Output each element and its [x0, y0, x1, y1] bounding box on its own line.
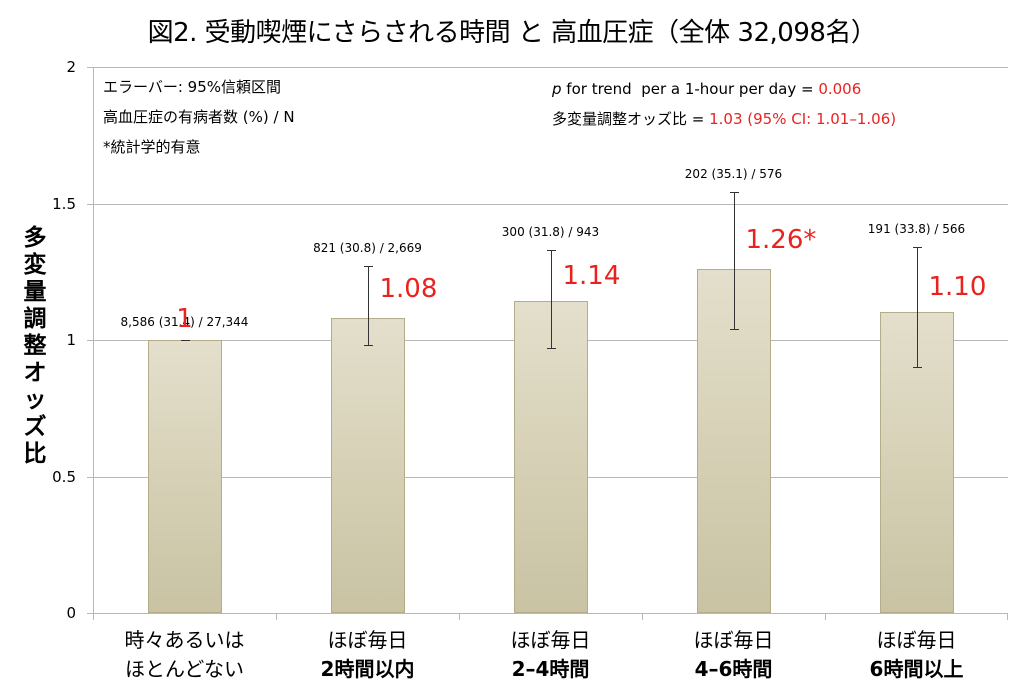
y-axis-label-char: 比	[23, 441, 47, 467]
legend-significance-note: *統計学的有意	[103, 138, 201, 156]
trend-value: 0.006	[818, 80, 862, 98]
error-bar-cap	[912, 367, 922, 369]
x-axis-line	[93, 613, 1008, 614]
x-tick-mark	[459, 613, 460, 620]
error-bar-cap	[363, 345, 373, 347]
legend-n-note: 高血圧症の有病者数 (%) / N	[103, 108, 295, 126]
x-tick-mark	[1007, 613, 1008, 620]
x-category-line1: ほぼ毎日	[510, 628, 591, 652]
x-tick-mark	[276, 613, 277, 620]
trend-line: p for trend per a 1-hour per day = 0.006	[552, 74, 896, 104]
odds-ratio-label: 1.10	[928, 272, 987, 303]
odds-ratio-label: 1.26*	[745, 224, 817, 255]
x-tick-mark	[93, 613, 94, 620]
x-category-line1: ほぼ毎日	[327, 628, 408, 652]
y-axis-label-char: ズ	[23, 414, 47, 440]
x-category-label: 時々あるいは ほとんどない	[93, 626, 276, 684]
y-tick-mark	[87, 204, 93, 205]
y-tick-mark	[87, 477, 93, 478]
stats-box: p for trend per a 1-hour per day = 0.006…	[552, 74, 896, 134]
x-tick-mark	[642, 613, 643, 620]
y-tick-label: 1.5	[52, 195, 76, 213]
x-category-line2: 2時間以内	[320, 657, 415, 681]
y-axis-label-char: 量	[23, 279, 47, 305]
y-axis-label: 多 変 量 調 整 オ ッ ズ 比	[18, 225, 52, 468]
bar	[147, 339, 222, 613]
x-category-line2: 6時間以上	[869, 657, 964, 681]
n-label: 300 (31.8) / 943	[501, 224, 600, 239]
y-tick-label: 0	[66, 604, 76, 622]
x-category-line2: 2–4時間	[511, 657, 590, 681]
or-value: 1.03 (95% CI: 1.01–1.06)	[709, 110, 897, 128]
legend-errorbar-note: エラーバー: 95%信頼区間	[103, 78, 282, 96]
x-category-label: ほぼ毎日 2時間以内	[276, 626, 459, 684]
x-tick-mark	[825, 613, 826, 620]
y-tick-label: 0.5	[52, 468, 76, 486]
p-symbol: p	[552, 80, 562, 98]
x-category-label: ほぼ毎日 4–6時間	[642, 626, 825, 684]
odds-ratio-label: 1.14	[562, 261, 621, 292]
y-axis-label-char: 整	[23, 333, 47, 359]
gridline	[93, 204, 1008, 205]
x-category-line1: 時々あるいは	[124, 628, 245, 652]
x-category-line1: ほぼ毎日	[693, 628, 774, 652]
legend-box: エラーバー: 95%信頼区間 高血圧症の有病者数 (%) / N *統計学的有意	[103, 72, 295, 162]
y-tick-label: 2	[66, 58, 76, 76]
error-bar	[916, 246, 918, 368]
y-axis-label-char: オ	[23, 360, 47, 386]
y-axis-label-char: ッ	[23, 387, 47, 413]
x-category-line2: ほとんどない	[125, 657, 244, 681]
x-category-line2: 4–6時間	[694, 657, 773, 681]
chart-title: 図2. 受動喫煙にさらされる時間 と 高血圧症（全体 32,098名）	[147, 18, 877, 48]
or-line: 多変量調整オッズ比 = 1.03 (95% CI: 1.01–1.06)	[552, 104, 896, 134]
error-bar-cap	[363, 265, 373, 267]
error-bar-cap	[546, 249, 556, 251]
y-tick-label: 1	[66, 331, 76, 349]
or-text: 多変量調整オッズ比 =	[552, 110, 710, 128]
n-label: 8,586 (31.4) / 27,344	[120, 314, 249, 329]
bar	[513, 301, 588, 613]
n-label: 821 (30.8) / 2,669	[313, 240, 422, 255]
y-axis-line	[93, 67, 94, 613]
n-label: 191 (33.8) / 566	[867, 221, 966, 236]
bar	[330, 317, 405, 613]
error-bar-cap	[729, 328, 739, 330]
error-bar	[550, 249, 552, 348]
error-bar-cap	[546, 347, 556, 349]
x-category-label: ほぼ毎日 6時間以上	[825, 626, 1008, 684]
y-axis-label-char: 変	[23, 252, 47, 278]
odds-ratio-label: 1.08	[379, 273, 438, 304]
y-axis-label-char: 多	[23, 225, 47, 251]
y-axis-label-char: 調	[23, 306, 47, 332]
trend-text: for trend per a 1-hour per day =	[561, 80, 819, 98]
y-tick-mark	[87, 613, 93, 614]
n-label: 202 (35.1) / 576	[684, 167, 783, 182]
gridline	[93, 67, 1008, 68]
y-tick-mark	[87, 67, 93, 68]
error-bar-cap	[912, 246, 922, 248]
error-bar-cap	[729, 192, 739, 194]
error-bar	[367, 265, 369, 346]
error-bar	[733, 192, 735, 329]
odds-ratio-label: 1	[176, 303, 193, 334]
error-bar-cap	[180, 339, 190, 341]
x-category-line1: ほぼ毎日	[876, 628, 957, 652]
x-category-label: ほぼ毎日 2–4時間	[459, 626, 642, 684]
y-tick-mark	[87, 340, 93, 341]
